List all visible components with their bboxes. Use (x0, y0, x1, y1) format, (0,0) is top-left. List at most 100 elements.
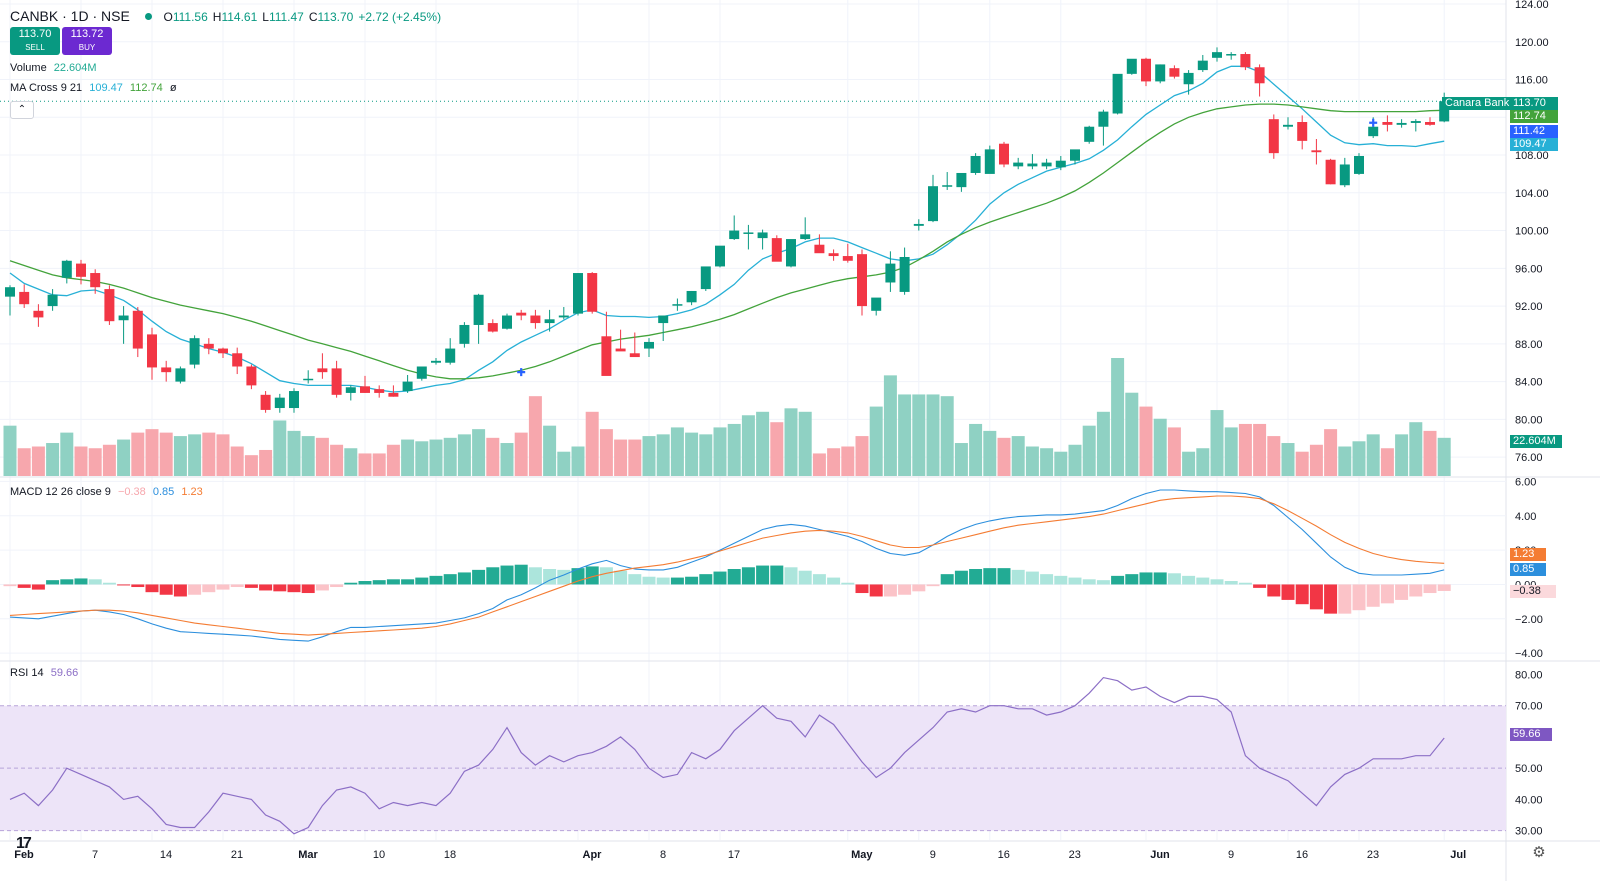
ohlc-item: +2.72 (+2.45%) (358, 10, 442, 24)
candle-body (956, 172, 967, 188)
candle-body (700, 266, 711, 290)
volume-bar (869, 406, 883, 476)
time-axis-tick-label: 16 (1296, 849, 1308, 861)
macd-histogram-bar (244, 584, 258, 588)
time-axis-tick-label: Jun (1150, 849, 1170, 861)
collapse-legend-button[interactable]: ⌃ (10, 101, 34, 119)
macd-line-legend-value: 0.85 (152, 486, 175, 498)
volume-bar (1196, 448, 1210, 476)
volume-bar (1437, 437, 1451, 476)
macd-histogram-bar (74, 578, 88, 585)
volume-bar (926, 394, 940, 476)
badge-rsi: 59.66 (1510, 728, 1552, 741)
macd-hist-legend-value: −0.38 (117, 486, 146, 498)
tradingview-logo-icon[interactable]: 17 (16, 835, 32, 852)
macd-histogram-bar (1352, 584, 1366, 611)
candle-body (842, 256, 853, 261)
macd-histogram-bar (514, 564, 528, 585)
candle-body (743, 232, 754, 234)
sell-button[interactable]: 113.70 SELL (10, 27, 60, 55)
macd-histogram-bar (1196, 577, 1210, 585)
volume-bar (1295, 451, 1309, 476)
volume-bar (1238, 423, 1252, 476)
macd-histogram-bar (1040, 574, 1054, 585)
volume-bar (372, 453, 386, 476)
macd-histogram-bar (358, 581, 372, 585)
volume-bar (216, 434, 230, 476)
volume-bar (784, 408, 798, 476)
volume-bar (770, 422, 784, 476)
time-axis-tick-label: 7 (92, 849, 98, 861)
macd-legend[interactable]: MACD 12 26 close 9 −0.38 0.85 1.23 (10, 486, 203, 498)
symbol-title[interactable]: CANBK · 1D · NSE (10, 8, 130, 24)
candle-body (587, 273, 598, 312)
macd-histogram-bar (1253, 584, 1267, 588)
candle-body (1141, 58, 1151, 82)
macd-histogram-bar (259, 584, 273, 591)
volume-bar (727, 423, 741, 476)
macd-histogram-bar (117, 584, 131, 586)
volume-bar (642, 436, 656, 476)
candle-body (274, 397, 285, 409)
time-axis-tick-label: 16 (998, 849, 1010, 861)
candle-body (459, 324, 470, 344)
macd-histogram-bar (926, 584, 940, 587)
candle-body (800, 234, 811, 240)
candle-body (61, 260, 72, 278)
candle-body (1425, 122, 1435, 125)
candle-body (1027, 163, 1038, 167)
volume-bar (1338, 446, 1352, 476)
candle-body (601, 336, 612, 376)
volume-legend[interactable]: Volume 22.604M (10, 62, 97, 74)
candle-body (175, 368, 186, 382)
candle-body (388, 392, 399, 397)
price-axis-tick-label: 104.00 (1515, 188, 1549, 200)
macd-histogram-bar (699, 574, 713, 585)
ma-slow-legend-value: 112.74 (129, 82, 163, 94)
time-axis-tick-label: Jul (1450, 849, 1466, 861)
volume-bar (315, 437, 329, 476)
rsi-legend[interactable]: RSI 14 59.66 (10, 667, 78, 679)
symbol-header: CANBK · 1D · NSE O111.56 H114.61 L111.47 C1… (10, 8, 446, 24)
candle-body (942, 185, 953, 187)
macd-histogram-bar (1153, 572, 1167, 585)
volume-bar (1366, 434, 1380, 476)
macd-histogram-bar (415, 577, 429, 585)
macd-histogram-bar (1111, 575, 1125, 585)
candle-body (473, 294, 484, 325)
time-axis-tick-label: 21 (231, 849, 243, 861)
macd-histogram-bar (883, 584, 897, 597)
candle-body (672, 304, 683, 306)
price-axis-tick-label: 92.00 (1515, 301, 1543, 313)
candle-body (885, 263, 896, 283)
macd-histogram-bar (841, 582, 855, 585)
rsi-axis-tick-label: 40.00 (1515, 794, 1543, 806)
buy-button[interactable]: 113.72 BUY (62, 27, 112, 55)
badge-ma-slow: 112.74 (1510, 110, 1558, 123)
buy-price: 113.72 (70, 28, 104, 40)
macd-histogram-bar (330, 584, 344, 588)
rsi-legend-value: 59.66 (50, 667, 79, 679)
volume-bar (1025, 446, 1039, 476)
macd-histogram-bar (1281, 584, 1295, 600)
candle-body (1041, 162, 1052, 167)
gear-icon[interactable]: ⚙ (1532, 844, 1546, 861)
candle-body (629, 353, 640, 358)
candle-body (573, 273, 583, 314)
volume-bar (429, 439, 443, 476)
volume-bar (599, 429, 613, 476)
macd-histogram-bar (216, 584, 230, 590)
ohlc-item: H114.61 (212, 10, 258, 24)
macd-histogram-bar (1182, 575, 1196, 585)
volume-bar (543, 425, 557, 476)
macd-legend-name: MACD 12 26 close 9 (10, 486, 111, 498)
candle-body (1155, 64, 1166, 82)
price-axis-tick-label: 84.00 (1515, 377, 1543, 389)
candle-body (1169, 68, 1180, 77)
candle-body (1254, 67, 1265, 84)
ma-fast-legend-value: 109.47 (89, 82, 123, 94)
ma-cross-legend[interactable]: MA Cross 9 21 109.47 112.74 ø (10, 82, 177, 94)
candle-body (303, 378, 314, 381)
volume-bar (841, 446, 855, 476)
